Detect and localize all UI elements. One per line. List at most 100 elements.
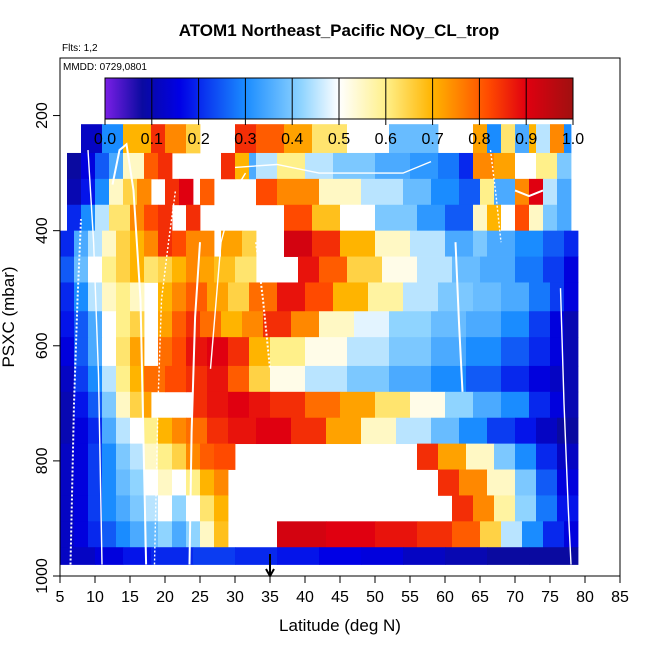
heatmap-cell xyxy=(88,391,103,419)
heatmap-cell xyxy=(466,311,502,338)
heatmap-cell xyxy=(543,204,558,232)
heatmap-cell xyxy=(186,311,201,338)
heatmap-cell xyxy=(207,417,229,445)
heatmap-cell xyxy=(60,469,75,496)
heatmap-cell xyxy=(515,417,537,445)
heatmap-cell xyxy=(130,311,145,338)
heatmap-cell xyxy=(144,469,159,496)
heatmap-cell xyxy=(515,495,537,522)
heatmap-cell xyxy=(60,337,75,367)
heatmap-cell xyxy=(102,282,117,312)
x-tick-label: 15 xyxy=(121,589,139,606)
heatmap-cell xyxy=(543,178,558,206)
heatmap-cell xyxy=(473,152,495,180)
heatmap-cell xyxy=(256,417,292,445)
heatmap-cell xyxy=(305,391,341,419)
heatmap-cell xyxy=(487,124,502,154)
heatmap-cell xyxy=(88,443,103,470)
heatmap-cell xyxy=(550,391,565,419)
heatmap-cell xyxy=(410,230,446,257)
heatmap-cell xyxy=(116,417,131,445)
colorbar-tick-label: 0.0 xyxy=(94,131,116,148)
heatmap-cell xyxy=(172,256,187,283)
heatmap-cell xyxy=(417,204,446,232)
heatmap-cell xyxy=(459,417,488,445)
heatmap-cell xyxy=(74,230,89,257)
heatmap-cell xyxy=(473,230,488,257)
heatmap-cell xyxy=(130,204,145,232)
heatmap-cell xyxy=(445,547,488,565)
heatmap-cell xyxy=(564,337,579,367)
heatmap-cell xyxy=(347,124,390,154)
heatmap-cell xyxy=(347,365,390,393)
heatmap-cell xyxy=(130,469,145,496)
heatmap-cell xyxy=(200,178,215,206)
heatmap-cell xyxy=(116,469,131,496)
heatmap-cell xyxy=(172,282,187,312)
heatmap-cell xyxy=(529,282,551,312)
heatmap-cell xyxy=(102,495,117,522)
heatmap-cell xyxy=(242,230,257,257)
heatmap-cell xyxy=(130,521,145,548)
heatmap-cell xyxy=(368,282,404,312)
heatmap-cell xyxy=(361,417,397,445)
x-tick-label: 60 xyxy=(436,589,454,606)
heatmap-cell xyxy=(417,256,453,283)
heatmap-cell xyxy=(228,391,250,419)
heatmap-cell xyxy=(81,178,96,206)
heatmap-cell xyxy=(186,365,208,393)
heatmap-cell xyxy=(144,495,159,522)
heatmap-cell xyxy=(319,547,362,565)
heatmap-cell xyxy=(305,365,348,393)
x-tick-label: 55 xyxy=(401,589,419,606)
heatmap-cell xyxy=(396,417,432,445)
heatmap-cell xyxy=(319,311,355,338)
heatmap-cell xyxy=(102,365,117,393)
flights-label: Flts: 1,2 xyxy=(62,43,98,54)
heatmap-cell xyxy=(263,311,292,338)
heatmap-cell xyxy=(494,178,516,206)
heatmap-cell xyxy=(515,152,537,180)
heatmap-cell xyxy=(529,311,551,338)
heatmap-cell xyxy=(473,124,488,154)
heatmap-cell xyxy=(389,337,432,367)
heatmap-cell xyxy=(487,469,516,496)
chart-title: ATOM1 Northeast_Pacific NOy_CL_trop xyxy=(179,21,500,40)
flight-profile-line xyxy=(255,242,271,369)
heatmap-cell xyxy=(529,178,544,206)
heatmap-cell xyxy=(200,495,215,522)
latitude-marker-arrow xyxy=(265,554,275,579)
heatmap-cell xyxy=(515,256,544,283)
heatmap-cell xyxy=(158,521,173,548)
x-axis: 5 10 15 20 25 30 35 40 45 50 55 60 65 70 75 80 85 xyxy=(56,576,629,606)
heatmap-cell xyxy=(235,152,250,180)
heatmap-cell xyxy=(298,256,320,283)
heatmap-cell xyxy=(529,547,579,565)
heatmap-cell xyxy=(557,417,579,445)
heatmap-cell xyxy=(340,204,376,232)
heatmap-cell xyxy=(144,391,152,419)
heatmap-cell xyxy=(340,391,376,419)
colorbar-tick-label: 0.4 xyxy=(281,131,303,148)
heatmap-cell xyxy=(515,443,537,470)
heatmap-cell xyxy=(228,282,250,312)
heatmap-cell xyxy=(438,152,460,180)
heatmap-cell xyxy=(158,495,173,522)
heatmap-cell xyxy=(291,311,320,338)
heatmap-cell xyxy=(130,256,145,283)
x-tick-label: 30 xyxy=(226,589,244,606)
colorbar-tick-label: 0.7 xyxy=(421,131,443,148)
heatmap-cell xyxy=(487,230,516,257)
heatmap-cell xyxy=(494,152,516,180)
heatmap-cell xyxy=(60,256,75,283)
flight-profile-line xyxy=(188,242,201,565)
heatmap-cell xyxy=(228,337,250,367)
heatmap-cell xyxy=(74,495,89,522)
heatmap-cell xyxy=(256,178,278,206)
heatmap-cell xyxy=(186,204,201,232)
heatmap-cell xyxy=(438,443,467,470)
heatmap-cell xyxy=(564,124,572,154)
colorbar-tick-label: 0.6 xyxy=(375,131,397,148)
heatmap-cell xyxy=(529,365,551,393)
y-tick-label: 600 xyxy=(34,332,51,359)
